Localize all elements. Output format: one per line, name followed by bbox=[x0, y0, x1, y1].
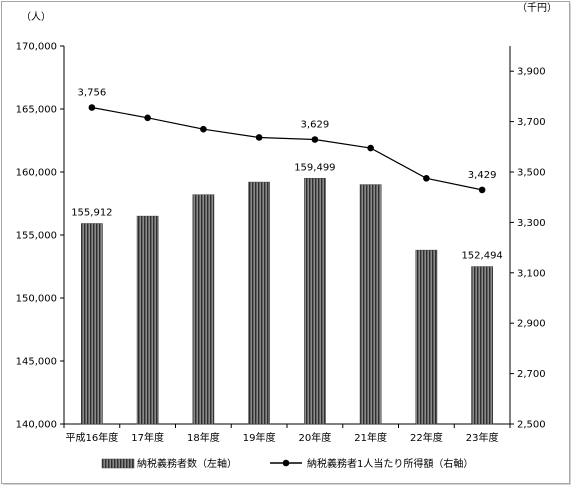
series-line bbox=[91, 106, 483, 191]
x-tick-label: 23年度 bbox=[466, 431, 499, 444]
bar bbox=[136, 215, 159, 425]
right-tick-label: 2,900 bbox=[517, 319, 546, 330]
line-data-label: 3,429 bbox=[468, 170, 497, 181]
bar-data-label: 159,499 bbox=[294, 162, 335, 173]
line-point bbox=[478, 186, 486, 194]
right-tick-label: 3,100 bbox=[517, 268, 546, 279]
x-tick-label: 21年度 bbox=[354, 431, 387, 444]
bar bbox=[81, 223, 103, 425]
x-tick-label: 平成16年度 bbox=[66, 431, 119, 444]
left-tick-label: 165,000 bbox=[16, 105, 57, 116]
x-tick-label: 19年度 bbox=[243, 431, 276, 444]
bar bbox=[304, 178, 326, 425]
bar bbox=[415, 249, 438, 425]
right-tick-label: 3,700 bbox=[517, 117, 546, 128]
bar-data-label: 155,912 bbox=[71, 208, 112, 219]
right-tick-label: 2,700 bbox=[517, 369, 546, 380]
line-data-label: 3,756 bbox=[78, 87, 107, 98]
x-tick-label: 17年度 bbox=[131, 431, 164, 444]
bar-data-label: 152,494 bbox=[461, 251, 502, 262]
left-tick-label: 170,000 bbox=[16, 42, 57, 53]
legend-bar-swatch bbox=[101, 458, 135, 469]
left-axis-unit: （人） bbox=[21, 11, 51, 23]
x-tick-label: 20年度 bbox=[299, 431, 332, 444]
line-point bbox=[311, 136, 319, 143]
labels-layer: 155,912 159,499 152,494 3,756 3,629 3,429 bbox=[71, 87, 503, 261]
legend: 納税義務者数（左軸） 納税義務者1人当たり所得額（右軸） bbox=[101, 457, 473, 470]
left-tick-label: 155,000 bbox=[16, 231, 57, 242]
bar bbox=[359, 184, 382, 425]
x-tick-label: 18年度 bbox=[187, 431, 220, 444]
line-point bbox=[367, 144, 374, 152]
line-point bbox=[423, 175, 430, 182]
bar bbox=[248, 181, 270, 425]
left-tick-label: 145,000 bbox=[16, 357, 57, 368]
right-tick-label: 3,300 bbox=[517, 218, 546, 229]
line-point bbox=[200, 125, 207, 133]
left-tick-label: 140,000 bbox=[16, 420, 57, 431]
line-point bbox=[144, 114, 151, 122]
left-tick-label: 150,000 bbox=[16, 294, 57, 305]
legend-line-label: 納税義務者1人当たり所得額（右軸） bbox=[307, 457, 473, 470]
line-layer bbox=[88, 104, 486, 194]
axes-layer: 140,000 145,000 150,000 155,000 160,000 165,0… bbox=[16, 42, 546, 445]
line-data-label: 3,629 bbox=[301, 119, 330, 130]
right-tick-label: 3,500 bbox=[517, 168, 546, 179]
left-tick-label: 160,000 bbox=[16, 168, 57, 179]
right-axis-unit: （千円） bbox=[517, 2, 557, 14]
bars-layer bbox=[81, 178, 493, 425]
bar bbox=[192, 194, 215, 425]
right-tick-label: 2,500 bbox=[517, 420, 546, 431]
legend-line-marker bbox=[282, 459, 290, 467]
line-point bbox=[88, 104, 96, 111]
line-point bbox=[255, 134, 263, 141]
x-tick-label: 22年度 bbox=[410, 431, 443, 444]
legend-bar-label: 納税義務者数（左軸） bbox=[137, 457, 237, 470]
right-tick-label: 3,900 bbox=[517, 67, 546, 78]
bar bbox=[471, 266, 493, 425]
